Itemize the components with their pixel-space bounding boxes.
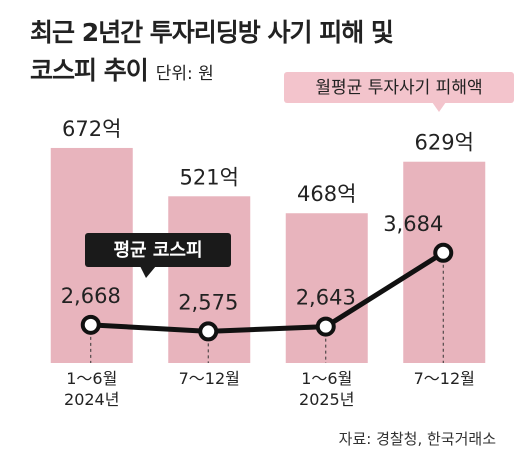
legend-pointer [140, 266, 156, 278]
point [80, 314, 101, 335]
x-tick-label: 7～12월 [178, 369, 240, 388]
legend-box [284, 72, 514, 103]
point-label: 2,643 [296, 286, 356, 310]
legend-label: 평균 코스피 [113, 240, 202, 261]
legend-item: 월평균 투자사기 피해액 [284, 72, 514, 112]
point-label: 2,668 [61, 284, 121, 308]
bar-label: 521억 [180, 165, 239, 189]
bar-label: 629억 [415, 131, 474, 155]
legend-box [85, 233, 231, 267]
x-tick-label: 7～12월 [413, 369, 475, 388]
bar-label: 672억 [62, 117, 121, 141]
point [315, 316, 336, 337]
chart-title: 최근 2년간 투자리딩방 사기 피해 및 코스피 추이 [30, 18, 394, 85]
source: 자료: 경찰청, 한국거래소 [338, 430, 496, 448]
legend-item: 평균 코스피 [85, 233, 231, 278]
bar [285, 213, 368, 363]
x-tick-label: 1～6월 2025년 [299, 369, 355, 409]
unit: 단위: 원 [155, 64, 214, 84]
x-tick-label: 1～6월 2024년 [64, 369, 120, 409]
point [433, 242, 454, 263]
point [198, 321, 219, 342]
title-block: 최근 2년간 투자리딩방 사기 피해 및 코스피 추이 단위: 원 [30, 14, 394, 93]
line [90, 250, 445, 334]
legend-label: 월평균 투자사기 피해액 [315, 78, 482, 98]
point-label: 3,684 [383, 212, 443, 236]
legend-pointer [432, 102, 446, 112]
point-label: 2,575 [178, 290, 238, 314]
bar-label: 468억 [297, 182, 356, 206]
